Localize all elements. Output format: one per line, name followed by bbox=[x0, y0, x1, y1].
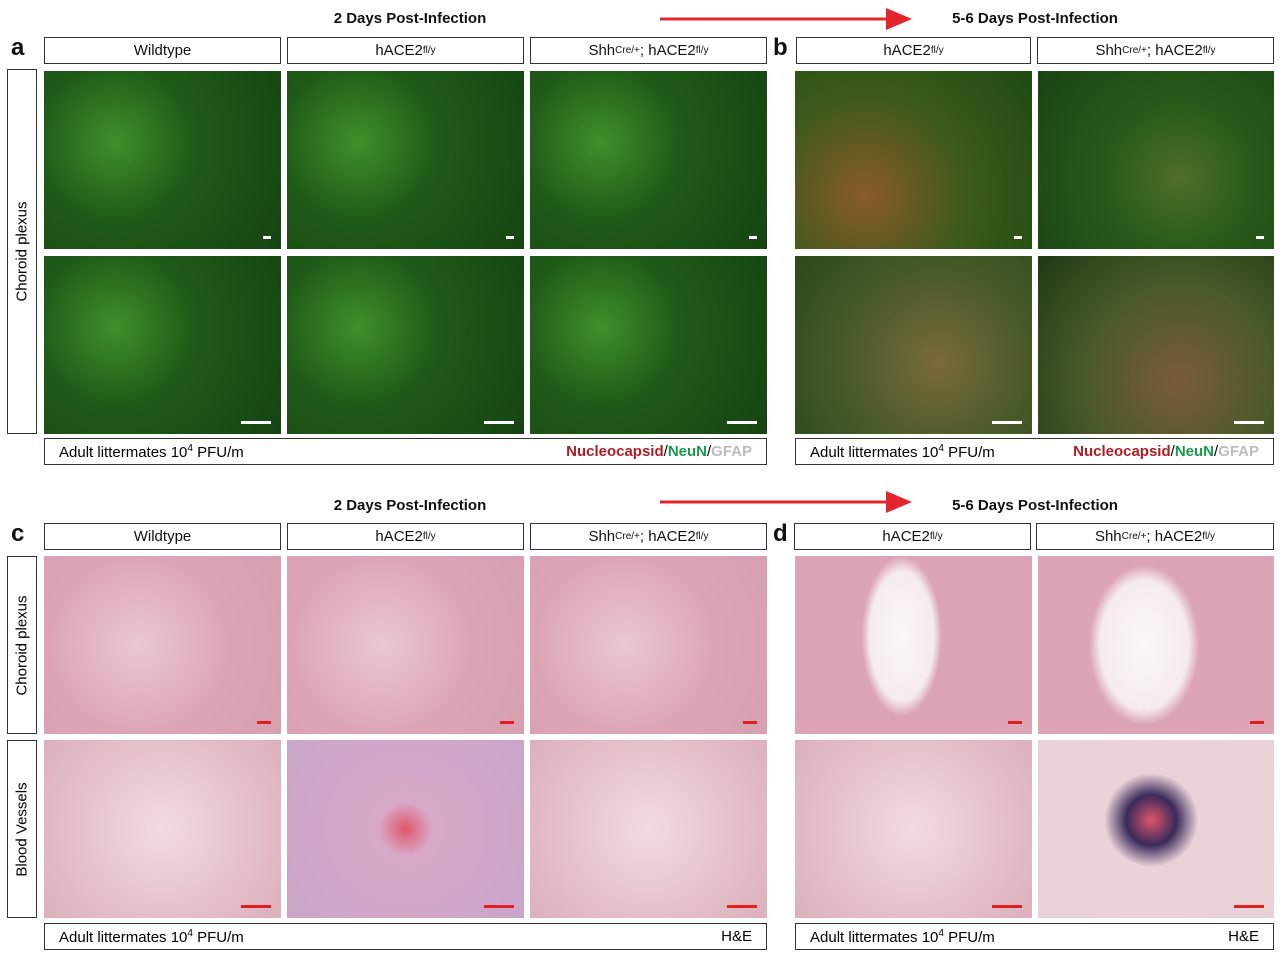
micrograph-wildtype-low bbox=[44, 71, 281, 249]
he-hace2-late-choroid bbox=[795, 556, 1032, 734]
column-header-hace2: hACE2 fl/y bbox=[796, 37, 1031, 64]
he-hace2-late-vessel bbox=[795, 740, 1032, 918]
header-2-days-bottom: 2 Days Post-Infection bbox=[333, 497, 487, 514]
he-shh-late-vessel bbox=[1038, 740, 1274, 918]
micrograph-hace2-high bbox=[287, 256, 524, 434]
header-5-6-days-top: 5-6 Days Post-Infection bbox=[952, 10, 1118, 27]
panel-label-a: a bbox=[11, 34, 25, 61]
arrow-icon bbox=[660, 8, 912, 30]
micrograph-wildtype-high bbox=[44, 256, 281, 434]
he-shh-late-choroid bbox=[1038, 556, 1274, 734]
header-5-6-days-bottom: 5-6 Days Post-Infection bbox=[952, 497, 1118, 514]
column-header-shh-hace2: Shh Cre/+; hACE2 fl/y bbox=[530, 523, 767, 550]
micrograph-shh-high bbox=[530, 256, 767, 434]
column-header-hace2: hACE2 fl/y bbox=[794, 523, 1031, 550]
panel-label-d: d bbox=[773, 520, 788, 547]
footer-panel-d: Adult littermates 104 PFU/m H&E bbox=[795, 923, 1274, 950]
footer-panel-b: Adult littermates 104 PFU/m Nucleocapsid… bbox=[795, 438, 1274, 465]
he-wildtype-vessel bbox=[44, 740, 281, 918]
header-2-days-top: 2 Days Post-Infection bbox=[333, 10, 487, 27]
micrograph-hace2-low bbox=[287, 71, 524, 249]
column-header-shh-hace2: Shh Cre/+; hACE2 fl/y bbox=[1037, 37, 1274, 64]
he-hace2-vessel bbox=[287, 740, 524, 918]
micrograph-shh-low bbox=[530, 71, 767, 249]
he-shh-vessel bbox=[530, 740, 767, 918]
micrograph-hace2-late-low bbox=[795, 71, 1032, 249]
micrograph-shh-late-high bbox=[1038, 256, 1274, 434]
panel-label-c: c bbox=[11, 520, 25, 547]
he-shh-choroid bbox=[530, 556, 767, 734]
column-header-wildtype: Wildtype bbox=[44, 37, 281, 64]
micrograph-hace2-late-high bbox=[795, 256, 1032, 434]
row-label-choroid-plexus: Choroid plexus bbox=[7, 556, 37, 734]
row-label-choroid-plexus: Choroid plexus bbox=[7, 69, 37, 434]
arrow-icon bbox=[660, 491, 912, 513]
he-wildtype-choroid bbox=[44, 556, 281, 734]
column-header-hace2: hACE2 fl/y bbox=[287, 523, 524, 550]
he-hace2-choroid bbox=[287, 556, 524, 734]
column-header-wildtype: Wildtype bbox=[44, 523, 281, 550]
micrograph-shh-late-low bbox=[1038, 71, 1274, 249]
column-header-shh-hace2: Shh Cre/+; hACE2 fl/y bbox=[1036, 523, 1274, 550]
footer-panel-c: Adult littermates 104 PFU/m H&E bbox=[44, 923, 767, 950]
row-label-blood-vessels: Blood Vessels bbox=[7, 740, 37, 918]
column-header-shh-hace2: Shh Cre/+; hACE2 fl/y bbox=[530, 37, 767, 64]
footer-panel-a: Adult littermates 104 PFU/m Nucleocapsid… bbox=[44, 438, 767, 465]
panel-label-b: b bbox=[773, 34, 788, 61]
column-header-hace2: hACE2 fl/y bbox=[287, 37, 524, 64]
